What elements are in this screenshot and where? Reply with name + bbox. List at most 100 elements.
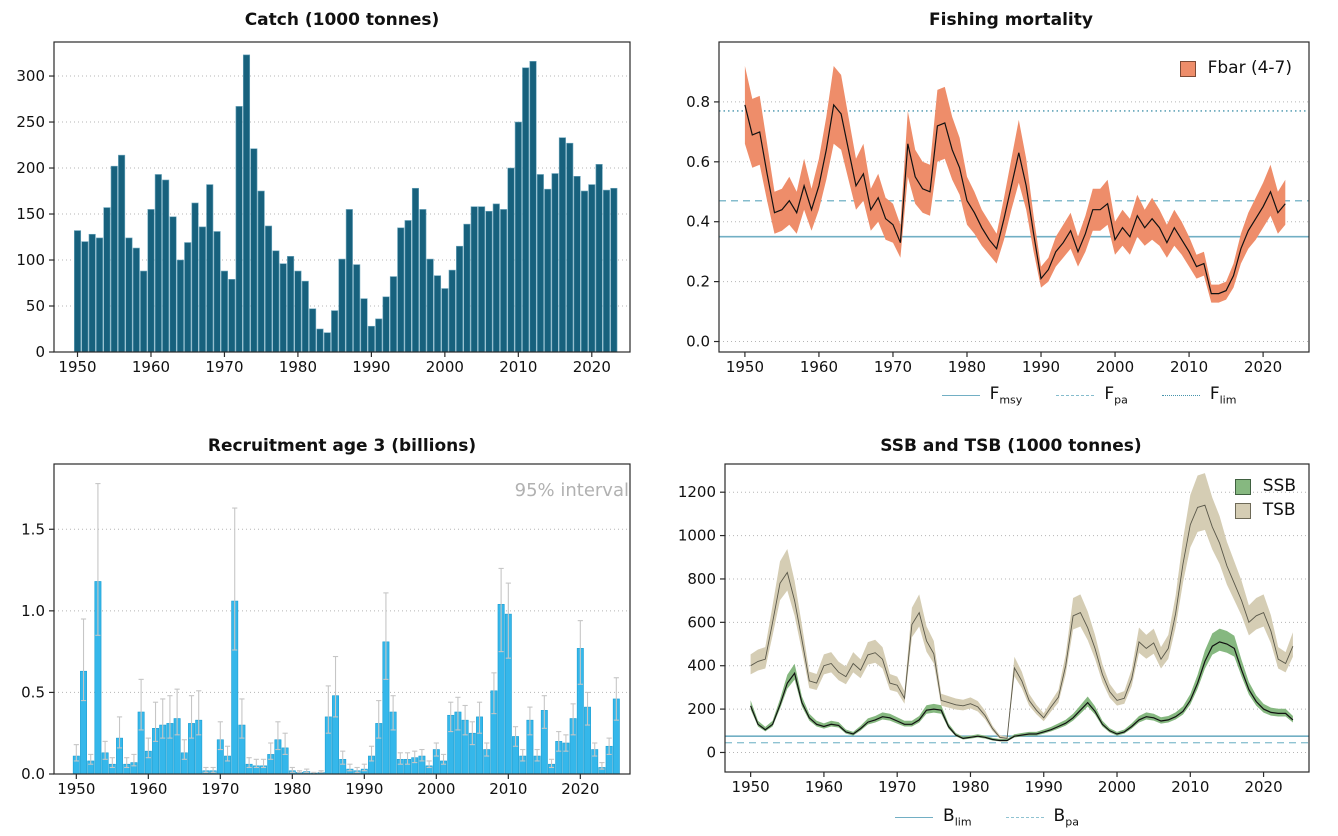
f-reference-legend: Fmsy Fpa Flim (829, 386, 1338, 405)
fbar-legend: Fbar (4-7) (1179, 58, 1292, 78)
flim-legend-item: Flim (1161, 386, 1236, 405)
bars (72, 581, 620, 775)
fishing-mortality-title: Fishing mortality (929, 10, 1093, 30)
x-tick-label: 1950 (57, 780, 95, 798)
interval-note: 95% interval (514, 480, 629, 501)
x-tick-label: 2010 (1171, 778, 1209, 796)
fmsy-legend-item: Fmsy (941, 384, 1023, 407)
y-tick-label: 0.4 (686, 213, 710, 231)
y-tick-label: 0.0 (686, 333, 710, 351)
plot-border (53, 41, 631, 353)
x-tick-label: 1980 (279, 358, 317, 376)
x-tick-label: 1990 (352, 358, 390, 376)
x-tick-label: 1950 (732, 778, 770, 796)
y-tick-label: 1200 (678, 483, 716, 501)
tsb-line (750, 504, 1294, 739)
x-tick-label: 1960 (129, 780, 167, 798)
ssb-tsb-title: SSB and TSB (1000 tonnes) (880, 436, 1142, 456)
bpa-legend-item: Bpa (1005, 806, 1079, 829)
plot-border (718, 41, 1310, 353)
bpa-line-sample-icon (1005, 817, 1044, 819)
y-tick-label: 400 (687, 657, 716, 675)
x-tick-label: 1970 (874, 358, 912, 376)
x-tick-label: 2020 (1244, 778, 1282, 796)
tsb-band (750, 473, 1293, 740)
x-tick-label: 2000 (1098, 778, 1136, 796)
axis-ticks-labels: 0 50 100 150 200 250 300 1950 1960 1970 1980 1990 20… (16, 67, 611, 376)
fbar-4-7--line (744, 103, 1286, 295)
recruitment-chart: 0.0 0.5 1.0 1.5 1950 1960 1970 1980 1990 2000 2010… (21, 463, 631, 798)
x-tick-label: 2010 (489, 780, 527, 798)
fbar-4-7--band (744, 66, 1286, 303)
ssb-legend-label: SSB (1262, 476, 1296, 496)
ssb-line (750, 641, 1294, 742)
b-reference-legend: Blim Bpa (669, 808, 1305, 827)
y-tick-label: 100 (16, 251, 45, 269)
fbar-legend-row: Fbar (4-7) (1179, 58, 1292, 78)
reference-lines (725, 735, 1309, 744)
y-tick-label: 0.8 (686, 93, 710, 111)
y-tick-label: 0.6 (686, 153, 710, 171)
tsb-legend-label: TSB (1262, 500, 1296, 520)
fbar-legend-label: Fbar (4-7) (1207, 58, 1292, 78)
axis-ticks-labels: 0.0 0.5 1.0 1.5 1950 1960 1970 1980 1990 2000 2010… (21, 520, 599, 798)
x-tick-label: 1970 (205, 358, 243, 376)
catch-title: Catch (1000 tonnes) (244, 10, 440, 30)
axis-ticks-labels: 0.0 0.2 0.4 0.6 0.8 1950 1960 1970 1980 1990 2000 2… (686, 93, 1282, 376)
y-tick-label: 50 (26, 297, 45, 315)
bars (73, 54, 618, 353)
fpa-line-sample-icon (1056, 395, 1095, 397)
panel-catch: Catch (1000 tonnes) 0 50 100 150 200 250 300 19… (0, 0, 669, 418)
y-tick-label: 600 (687, 613, 716, 631)
x-tick-label: 2000 (1096, 358, 1134, 376)
x-tick-label: 1950 (726, 358, 764, 376)
y-tick-label: 150 (16, 205, 45, 223)
y-tick-label: 0 (706, 743, 716, 761)
x-tick-label: 1990 (1025, 778, 1063, 796)
catch-chart: 0 50 100 150 200 250 300 1950 1960 1970 1980 1990 20… (16, 41, 631, 376)
x-tick-label: 1960 (132, 358, 170, 376)
x-tick-label: 1980 (273, 780, 311, 798)
panel-fishing-mortality: Fishing mortality 0.0 0.2 0.4 0.6 0.8 1950 196… (669, 0, 1338, 418)
y-tick-label: 800 (687, 570, 716, 588)
y-tick-label: 1000 (678, 527, 716, 545)
fbar-swatch-icon (1179, 60, 1196, 77)
blim-label: Blim (943, 806, 972, 829)
y-tick-label: 1.5 (21, 520, 45, 538)
y-tick-label: 0.0 (21, 765, 45, 783)
y-tick-label: 1.0 (21, 602, 45, 620)
y-tick-label: 0 (35, 343, 45, 361)
biomass-legend: SSB TSB (1234, 476, 1296, 520)
blim-legend-item: Blim (895, 808, 972, 827)
y-tick-label: 250 (16, 113, 45, 131)
bpa-label: Bpa (1053, 806, 1079, 829)
panel-ssb-tsb: SSB and TSB (1000 tonnes) 0 200 400 600 800 1… (669, 418, 1338, 836)
x-tick-label: 2010 (1170, 358, 1208, 376)
x-tick-label: 2020 (1244, 358, 1282, 376)
y-tick-label: 200 (687, 700, 716, 718)
y-tick-label: 0.2 (686, 273, 710, 291)
plot-border (724, 463, 1310, 773)
x-tick-label: 1950 (58, 358, 96, 376)
fmsy-line-sample-icon (941, 395, 980, 397)
x-tick-label: 2000 (426, 358, 464, 376)
x-tick-label: 1960 (800, 358, 838, 376)
ssb-swatch-icon (1234, 478, 1251, 495)
ssb-band (750, 628, 1293, 742)
x-tick-label: 1980 (948, 358, 986, 376)
ssb-tsb-chart: 0 200 400 600 800 1000 1200 1950 1960 1970 1980 199… (678, 463, 1310, 796)
x-tick-label: 2010 (499, 358, 537, 376)
tsb-legend-item: TSB (1234, 500, 1296, 520)
blim-line-sample-icon (895, 817, 934, 819)
x-tick-label: 2000 (417, 780, 455, 798)
y-tick-label: 200 (16, 159, 45, 177)
x-tick-label: 1980 (951, 778, 989, 796)
fpa-label: Fpa (1104, 384, 1128, 407)
ssb-legend-item: SSB (1234, 476, 1296, 496)
fmsy-label: Fmsy (989, 384, 1023, 407)
x-tick-label: 1990 (1022, 358, 1060, 376)
x-tick-label: 1970 (201, 780, 239, 798)
x-tick-label: 1960 (805, 778, 843, 796)
axis-ticks-labels: 0 200 400 600 800 1000 1200 1950 1960 1970 1980 199… (678, 483, 1283, 796)
